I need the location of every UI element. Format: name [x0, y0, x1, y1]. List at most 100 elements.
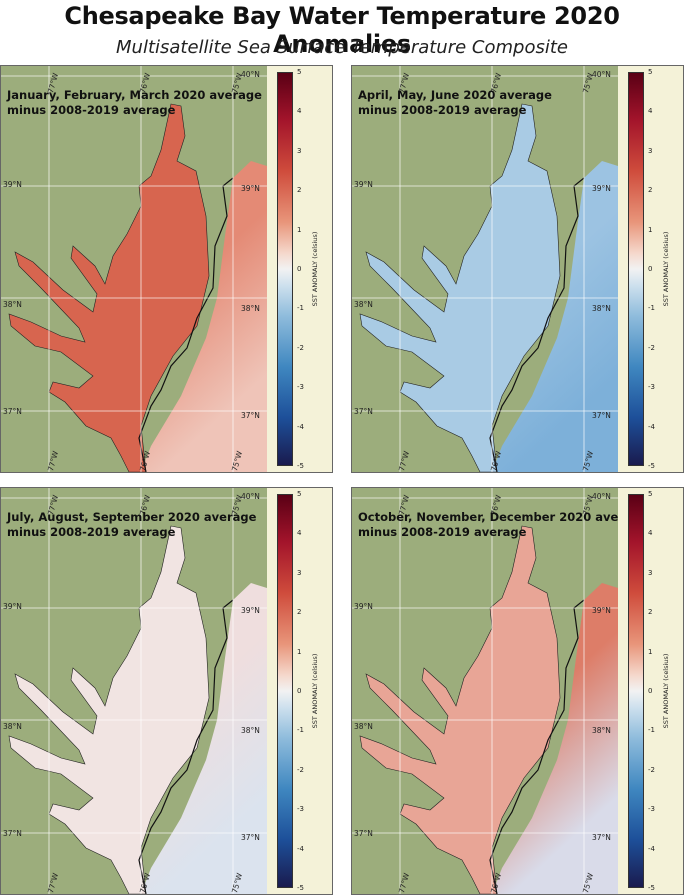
- colorbar-gradient: [277, 494, 293, 888]
- lat-label: 37°N: [354, 407, 373, 416]
- lat-label: 40°N: [592, 492, 611, 501]
- colorbar-tick: 0: [297, 687, 302, 695]
- colorbar-tick: 1: [297, 647, 302, 656]
- colorbar-tick: 5: [648, 68, 653, 76]
- colorbar-tick: -5: [648, 462, 655, 470]
- colorbar-tick: 0: [648, 265, 653, 273]
- lat-label: 38°N: [354, 300, 373, 309]
- map-panel-1: 40°N 39°N 39°N 38°N 38°N 37°N 37°N 77°W 77°W 76°W…: [0, 65, 333, 473]
- lat-label: 38°N: [3, 722, 22, 731]
- lat-label: 40°N: [241, 70, 260, 79]
- colorbar-tick: -5: [297, 462, 304, 470]
- colorbar-label: SST ANOMALY (celsius): [662, 653, 670, 729]
- colorbar-gradient: [277, 72, 293, 466]
- colorbar: 5 4 3 2 1 0 -1 -2 -3 -4 -5 SST ANOMALY (celsius): [618, 488, 683, 894]
- colorbar-tick: -3: [648, 383, 655, 392]
- colorbar-tick: -3: [297, 805, 304, 814]
- panel-caption: April, May, June 2020 average minus 2008-…: [358, 88, 552, 118]
- lat-label: 39°N: [3, 180, 22, 189]
- lat-label: 39°N: [241, 606, 260, 615]
- colorbar-tick: -1: [297, 726, 304, 735]
- lat-label: 40°N: [592, 70, 611, 79]
- sst-map: [352, 488, 618, 894]
- colorbar-tick: 1: [648, 225, 653, 234]
- colorbar-tick: -3: [297, 383, 304, 392]
- chesapeake-bay: [359, 525, 561, 894]
- lat-label: 37°N: [241, 411, 260, 420]
- colorbar-tick: -3: [648, 805, 655, 814]
- colorbar-gradient: [628, 494, 644, 888]
- caption-line-1: July, August, September 2020 average: [7, 510, 257, 524]
- colorbar-tick: 3: [297, 146, 302, 155]
- caption-line-1: January, February, March 2020 average: [7, 88, 262, 102]
- colorbar-tick: 1: [648, 647, 653, 656]
- lat-label: 39°N: [3, 602, 22, 611]
- lat-label: 37°N: [592, 411, 611, 420]
- colorbar-tick: -5: [297, 884, 304, 892]
- colorbar-tick: 2: [648, 186, 653, 195]
- colorbar: 5 4 3 2 1 0 -1 -2 -3 -4 -5 SST ANOMALY (celsius): [618, 66, 683, 472]
- colorbar-tick: -2: [648, 343, 655, 352]
- colorbar-tick: -5: [648, 884, 655, 892]
- colorbar-tick: -1: [297, 304, 304, 313]
- chesapeake-bay: [8, 525, 210, 894]
- panel-caption: October, November, December 2020 average…: [358, 510, 648, 540]
- colorbar-tick: 5: [297, 490, 302, 498]
- map-panel-2: 40°N 39°N 39°N 38°N 38°N 37°N 37°N 77°W 77°W 76°W…: [351, 65, 684, 473]
- colorbar-tick: 5: [648, 490, 653, 498]
- colorbar-tick: 4: [297, 529, 302, 538]
- lat-label: 37°N: [241, 833, 260, 842]
- colorbar-tick: -4: [297, 422, 304, 431]
- lat-label: 39°N: [241, 184, 260, 193]
- colorbar-tick: 2: [297, 186, 302, 195]
- sst-map: [352, 66, 618, 472]
- colorbar-label: SST ANOMALY (celsius): [662, 231, 670, 307]
- lat-label: 39°N: [354, 180, 373, 189]
- colorbar-label: SST ANOMALY (celsius): [311, 231, 319, 307]
- colorbar-label: SST ANOMALY (celsius): [311, 653, 319, 729]
- chesapeake-bay: [8, 103, 210, 472]
- chesapeake-bay: [359, 103, 561, 472]
- lat-label: 38°N: [354, 722, 373, 731]
- map-panel-3: 40°N 39°N 39°N 38°N 38°N 37°N 37°N 77°W 77°W 76°W…: [0, 487, 333, 895]
- colorbar: 5 4 3 2 1 0 -1 -2 -3 -4 -5 SST ANOMALY (celsius): [267, 66, 332, 472]
- colorbar-gradient: [628, 72, 644, 466]
- colorbar-tick: 3: [297, 568, 302, 577]
- page-title: Chesapeake Bay Water Temperature 2020 An…: [64, 2, 620, 58]
- caption-line-2: minus 2008-2019 average: [7, 103, 176, 117]
- caption-line-2: minus 2008-2019 average: [358, 103, 527, 117]
- lat-label: 39°N: [592, 606, 611, 615]
- lat-label: 38°N: [241, 304, 260, 313]
- colorbar-tick: 4: [648, 529, 653, 538]
- sst-map: [1, 66, 267, 472]
- sst-map: [1, 488, 267, 894]
- colorbar-tick: 1: [297, 225, 302, 234]
- caption-line-2: minus 2008-2019 average: [358, 525, 527, 539]
- lat-label: 38°N: [592, 726, 611, 735]
- colorbar-tick: -1: [648, 304, 655, 313]
- caption-line-1: April, May, June 2020 average: [358, 88, 552, 102]
- page-subtitle: Multisatellite Sea Surface Temperature C…: [116, 37, 568, 58]
- lat-label: 37°N: [3, 829, 22, 838]
- lat-label: 40°N: [241, 492, 260, 501]
- colorbar-tick: 5: [297, 68, 302, 76]
- caption-line-2: minus 2008-2019 average: [7, 525, 176, 539]
- colorbar-tick: -4: [297, 844, 304, 853]
- map-panel-4: 40°N 39°N 39°N 38°N 38°N 37°N 37°N 77°W 77°W 76°W…: [351, 487, 684, 895]
- panel-caption: January, February, March 2020 average min…: [7, 88, 262, 118]
- lat-label: 37°N: [354, 829, 373, 838]
- colorbar-tick: -4: [648, 844, 655, 853]
- lat-label: 39°N: [592, 184, 611, 193]
- lat-label: 37°N: [592, 833, 611, 842]
- colorbar-tick: 3: [648, 568, 653, 577]
- colorbar-tick: -4: [648, 422, 655, 431]
- colorbar-tick: -2: [297, 765, 304, 774]
- colorbar: 5 4 3 2 1 0 -1 -2 -3 -4 -5 SST ANOMALY (celsius): [267, 488, 332, 894]
- colorbar-tick: 2: [297, 608, 302, 617]
- colorbar-tick: -1: [648, 726, 655, 735]
- colorbar-tick: 0: [297, 265, 302, 273]
- colorbar-tick: 4: [648, 107, 653, 116]
- colorbar-tick: 2: [648, 608, 653, 617]
- colorbar-tick: -2: [648, 765, 655, 774]
- lat-label: 38°N: [241, 726, 260, 735]
